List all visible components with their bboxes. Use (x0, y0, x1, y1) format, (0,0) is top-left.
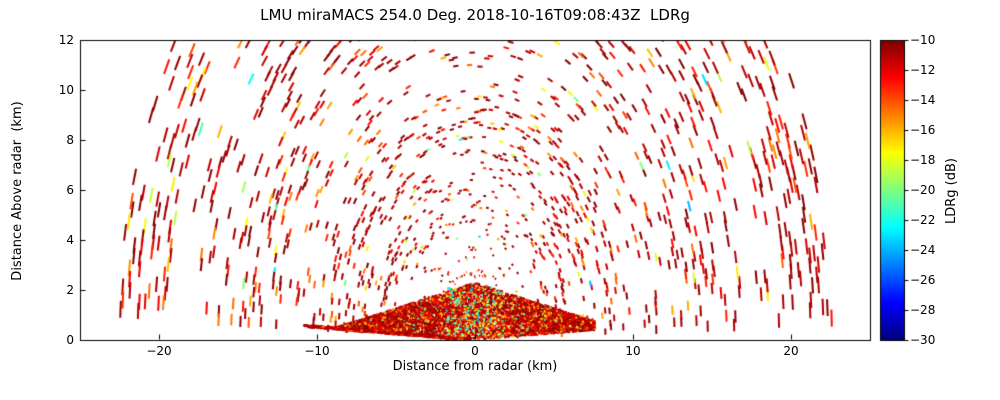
colorbar-tick-label: −16 (910, 123, 936, 137)
y-tick-label: 12 (58, 33, 74, 47)
y-tick-label: 2 (66, 283, 74, 297)
colorbar-tick-label: −14 (910, 93, 936, 107)
x-tick-label: 20 (783, 344, 799, 358)
colorbar-tick-label: −22 (910, 213, 936, 227)
colorbar-tick-label: −30 (910, 333, 936, 347)
y-tick-label: 10 (58, 83, 74, 97)
colorbar-tick-label: −10 (910, 33, 936, 47)
chart-title: LMU miraMACS 254.0 Deg. 2018-10-16T09:08… (260, 6, 690, 24)
x-axis-label: Distance from radar (km) (392, 359, 558, 374)
x-tick-label: −20 (146, 344, 172, 358)
colorbar-tick-label: −24 (910, 243, 936, 257)
colorbar-tick-label: −12 (910, 63, 936, 77)
y-tick-label: 0 (66, 333, 74, 347)
y-tick-label: 6 (66, 183, 74, 197)
colorbar-tick-label: −20 (910, 183, 936, 197)
x-tick-label: 0 (471, 344, 479, 358)
colorbar-tick-label: −26 (910, 273, 936, 287)
y-tick-label: 4 (66, 233, 74, 247)
y-tick-label: 8 (66, 133, 74, 147)
colorbar-tick-label: −28 (910, 303, 936, 317)
x-tick-label: −10 (304, 344, 330, 358)
y-axis-label: Distance Above radar (km) (10, 101, 25, 281)
colorbar-tick-label: −18 (910, 153, 936, 167)
x-tick-label: 10 (625, 344, 641, 358)
